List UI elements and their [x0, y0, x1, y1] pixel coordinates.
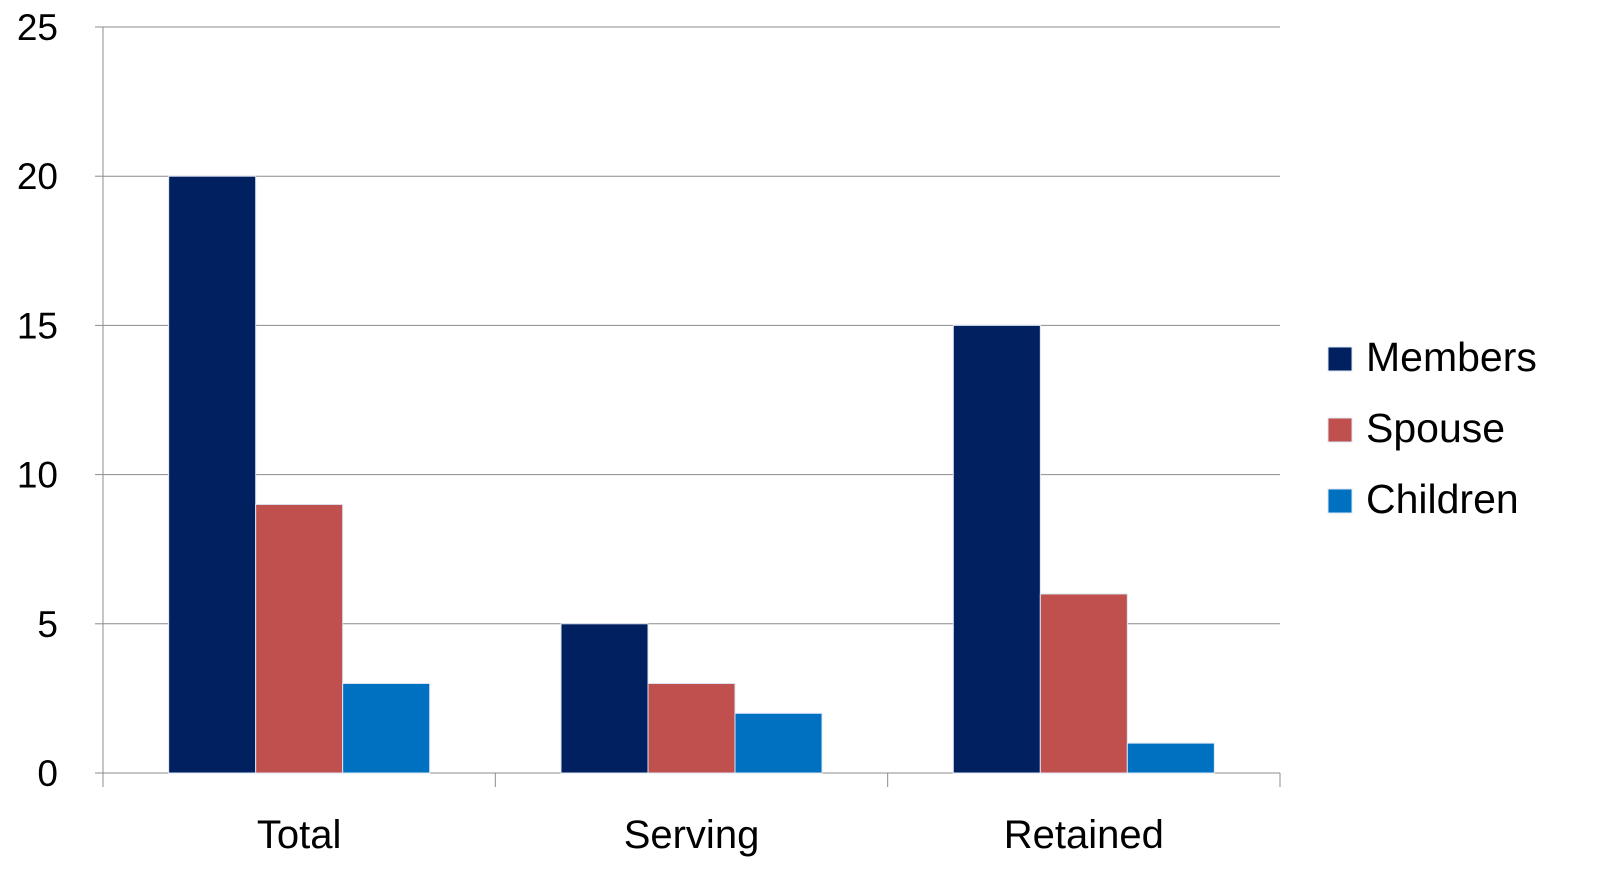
- bar-children-retained[interactable]: [1126, 742, 1215, 774]
- y-tick-label: 15: [17, 305, 58, 346]
- legend-item-members[interactable]: Members: [1327, 334, 1537, 380]
- legend[interactable]: Members Spouse Children: [1327, 334, 1537, 522]
- legend-item-spouse[interactable]: Spouse: [1327, 405, 1505, 451]
- legend-item-children[interactable]: Children: [1327, 476, 1519, 522]
- bar-children-serving[interactable]: [734, 712, 823, 774]
- bars: [168, 175, 1215, 774]
- bar-spouse-serving[interactable]: [647, 682, 736, 774]
- bar-spouse-retained[interactable]: [1039, 593, 1128, 774]
- legend-swatch: [1327, 346, 1353, 372]
- legend-swatch: [1327, 488, 1353, 514]
- category-label: Total: [257, 813, 342, 857]
- bar-members-retained[interactable]: [952, 324, 1041, 774]
- y-tick-label: 20: [17, 156, 58, 197]
- y-tick-label: 0: [37, 753, 58, 794]
- legend-label: Members: [1366, 334, 1537, 380]
- y-tick-label: 5: [37, 604, 58, 645]
- bar-spouse-total[interactable]: [255, 503, 344, 774]
- bar-children-total[interactable]: [342, 682, 431, 774]
- legend-label: Children: [1366, 476, 1519, 522]
- bar-members-serving[interactable]: [560, 623, 649, 774]
- y-tick-label: 25: [17, 7, 58, 48]
- bar-members-total[interactable]: [168, 175, 257, 774]
- y-tick-label: 10: [17, 455, 58, 496]
- legend-swatch: [1327, 417, 1353, 443]
- category-label: Retained: [1004, 813, 1164, 857]
- category-labels: Total Serving Retained: [257, 813, 1164, 857]
- category-label: Serving: [624, 813, 760, 857]
- legend-label: Spouse: [1366, 405, 1505, 451]
- y-tick-labels: 0 5 10 15 20 25: [17, 7, 58, 794]
